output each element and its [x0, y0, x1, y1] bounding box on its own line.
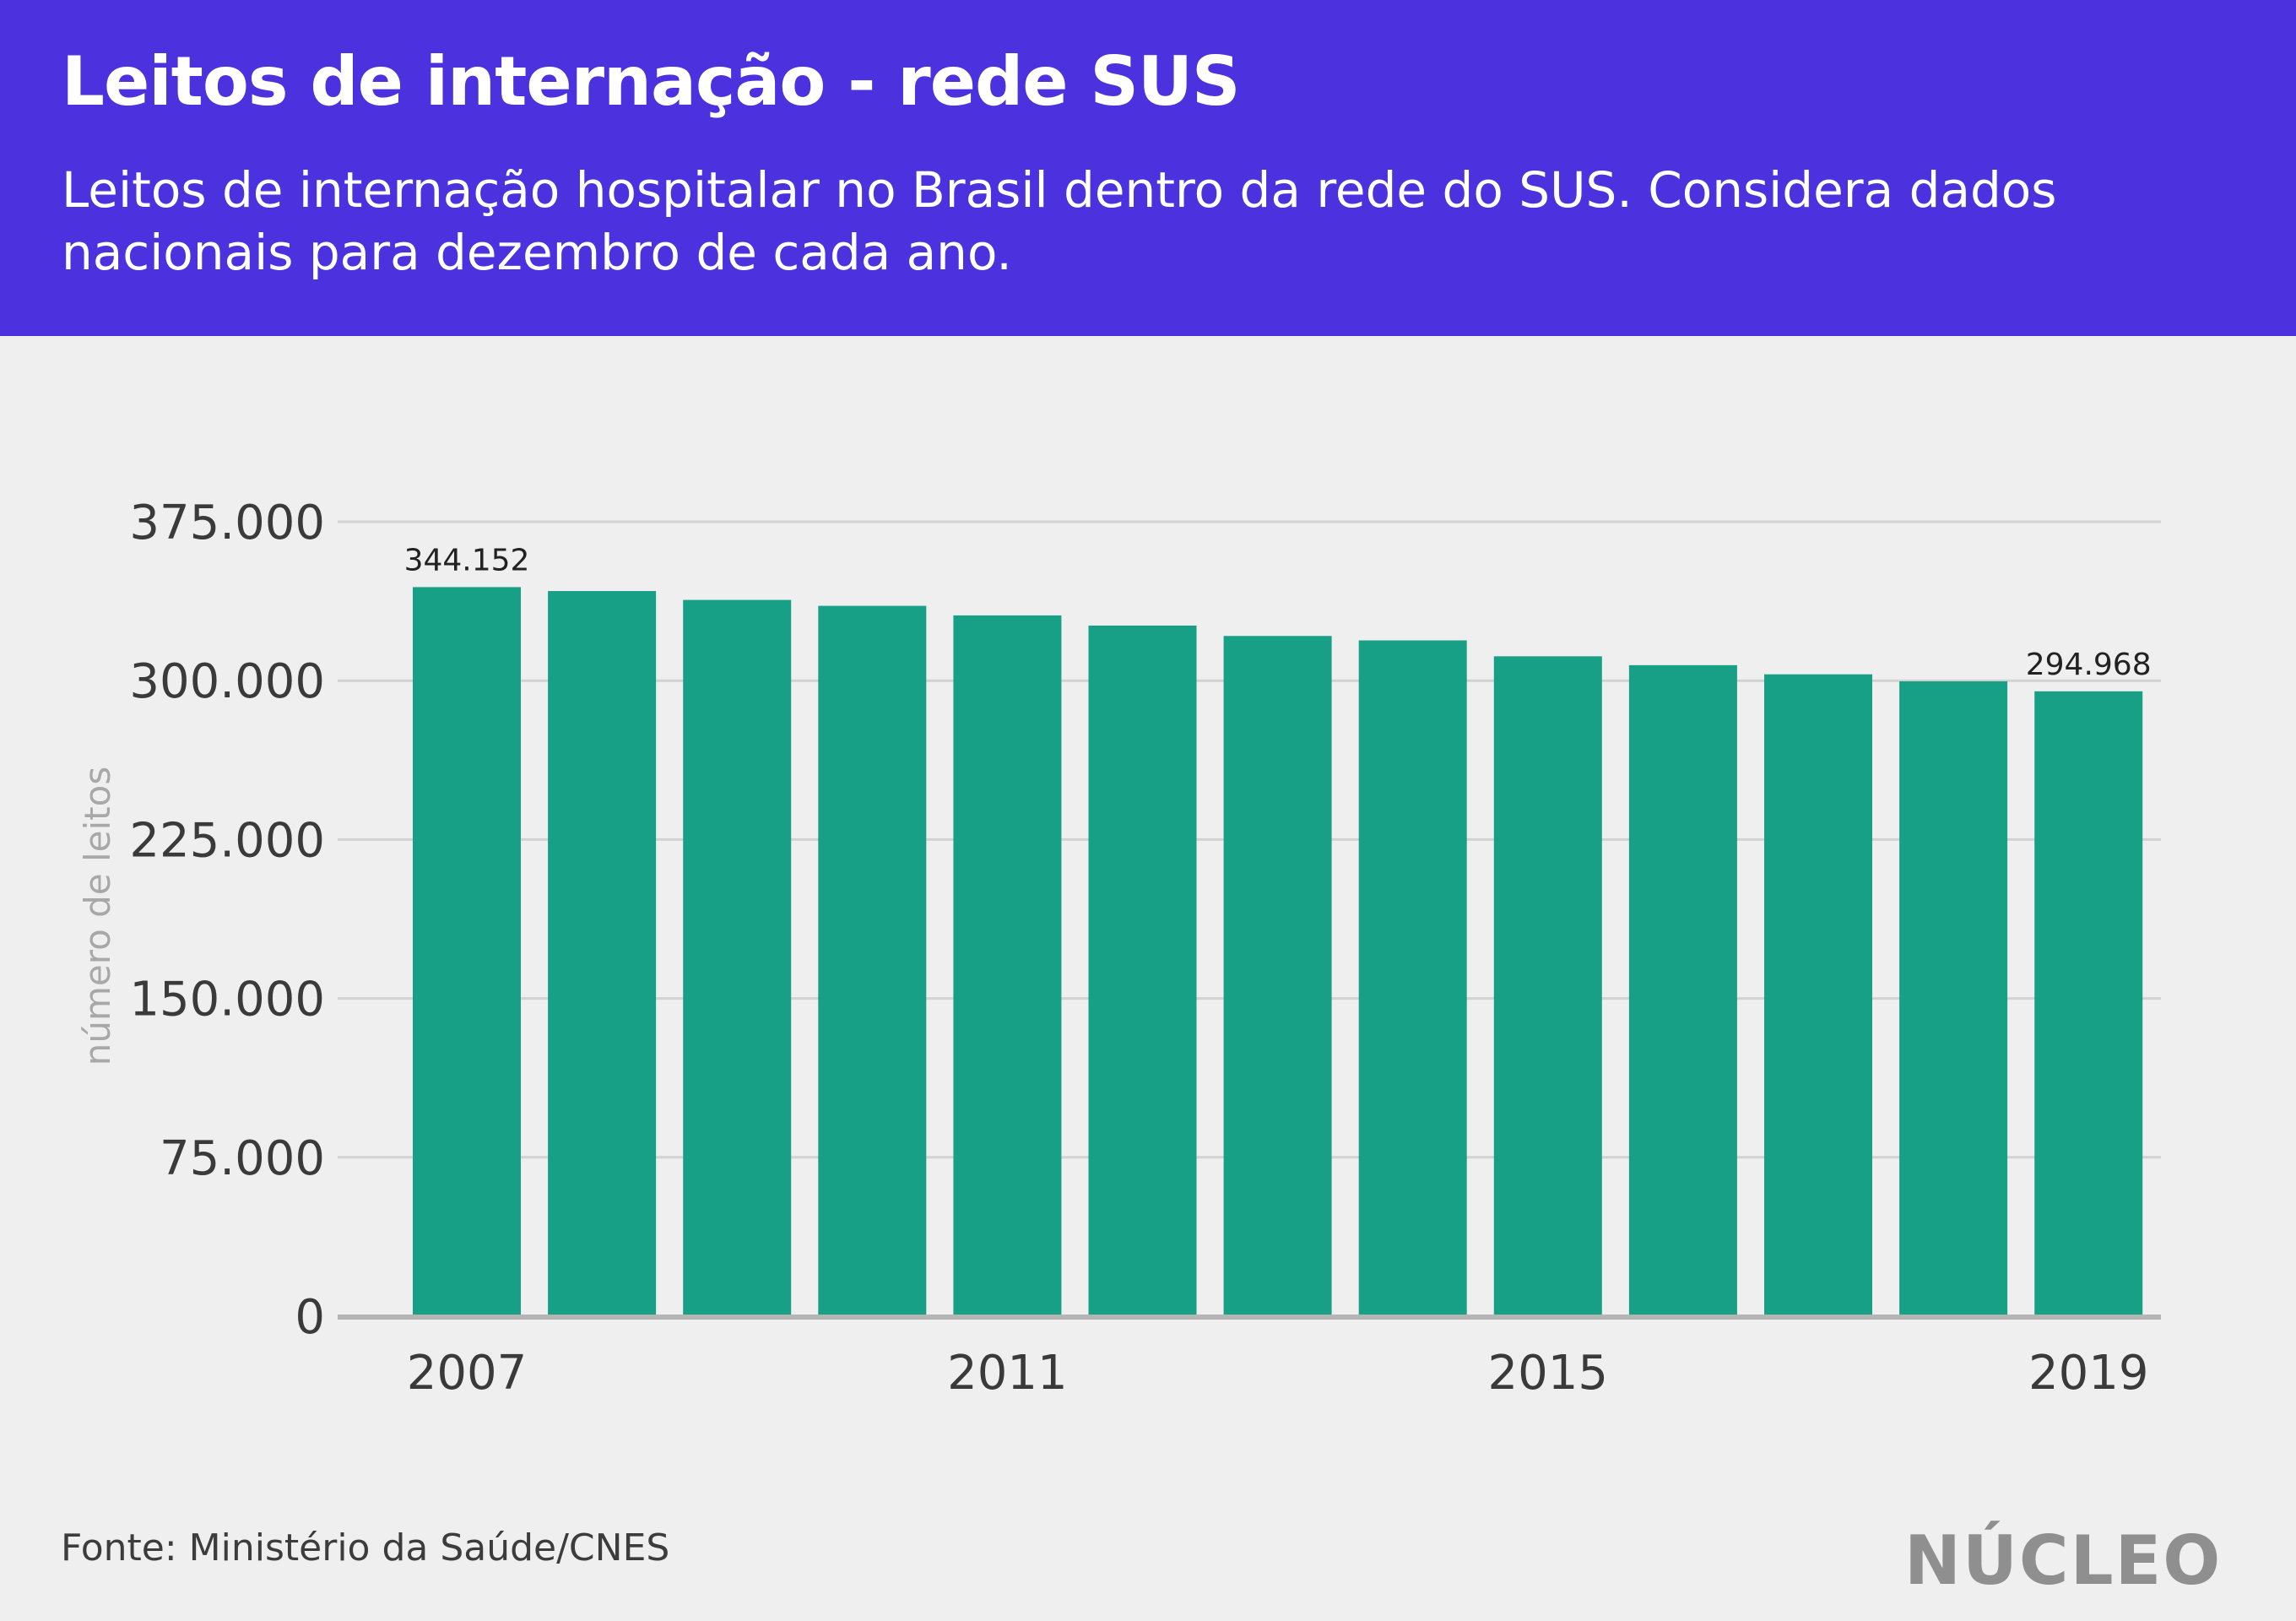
data-label: 344.152 — [404, 543, 530, 577]
x-tick-label: 2015 — [1488, 1346, 1609, 1401]
bar — [1899, 680, 2008, 1316]
nucleo-logo: NÚCLEO — [1904, 1521, 2223, 1600]
bar — [1088, 625, 1197, 1316]
bar — [1764, 674, 1872, 1316]
y-axis-ticks: 0 75.000 150.000 225.000 300.000 375.000 — [129, 496, 325, 1345]
bar — [683, 599, 792, 1316]
bar-chart: 0 75.000 150.000 225.000 300.000 375.000 2007… — [77, 496, 2161, 1401]
y-axis-label: número de leitos — [77, 767, 118, 1065]
x-tick-label: 2019 — [2028, 1346, 2149, 1401]
y-tick-label: 375.000 — [129, 496, 325, 550]
bar — [2034, 691, 2143, 1316]
source-note: Fonte: Ministério da Saúde/CNES — [61, 1526, 670, 1569]
y-tick-label: 225.000 — [129, 813, 325, 868]
data-label: 294.968 — [2026, 648, 2152, 682]
chart-title: Leitos de internação - rede SUS — [62, 42, 1241, 121]
bar — [548, 591, 657, 1316]
bar — [413, 587, 521, 1316]
bar — [818, 605, 927, 1316]
header-banner: Leitos de internação - rede SUS Leitos d… — [0, 0, 2296, 336]
y-tick-label: 150.000 — [129, 973, 325, 1027]
x-tick-label: 2007 — [407, 1346, 528, 1401]
bar — [1223, 636, 1332, 1316]
y-tick-label: 75.000 — [160, 1131, 325, 1186]
x-tick-label: 2011 — [947, 1346, 1068, 1401]
bars — [413, 587, 2143, 1316]
bar — [1628, 664, 1737, 1316]
bar — [1358, 640, 1467, 1316]
bar — [953, 615, 1062, 1316]
y-tick-label: 0 — [295, 1290, 325, 1345]
y-tick-label: 300.000 — [129, 654, 325, 709]
x-axis-ticks: 2007 2011 2015 2019 — [407, 1346, 2149, 1401]
chart-subtitle: Leitos de internação hospitalar no Brasi… — [62, 161, 2057, 281]
bar — [1493, 656, 1602, 1316]
data-labels: 344.152 294.968 — [404, 543, 2152, 681]
